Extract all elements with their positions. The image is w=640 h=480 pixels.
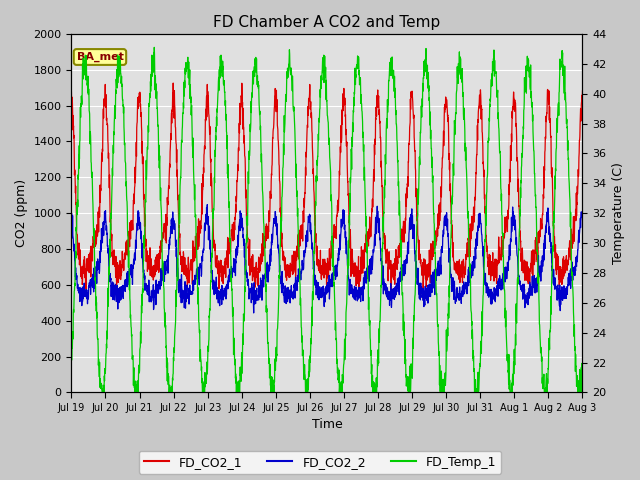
Line: FD_CO2_1: FD_CO2_1 bbox=[72, 83, 582, 295]
FD_CO2_2 bbox=[476, 215, 483, 220]
FD_CO2_1 bbox=[353, 263, 360, 269]
Title: FD Chamber A CO2 and Temp: FD Chamber A CO2 and Temp bbox=[213, 15, 440, 30]
FD_Temp_1 bbox=[150, 45, 158, 50]
FD_Temp_1 bbox=[353, 62, 361, 68]
FD_CO2_1 bbox=[342, 112, 349, 118]
FD_CO2_2 bbox=[353, 291, 361, 297]
FD_CO2_1 bbox=[534, 254, 541, 260]
FD_Temp_1 bbox=[68, 346, 76, 351]
Line: FD_CO2_2: FD_CO2_2 bbox=[72, 204, 582, 313]
FD_CO2_2 bbox=[211, 292, 218, 298]
FD_Temp_1 bbox=[579, 367, 586, 372]
FD_CO2_2 bbox=[548, 261, 556, 267]
FD_Temp_1 bbox=[534, 252, 541, 258]
FD_Temp_1 bbox=[548, 271, 556, 276]
Y-axis label: CO2 (ppm): CO2 (ppm) bbox=[15, 179, 28, 247]
FD_CO2_1 bbox=[68, 88, 76, 94]
X-axis label: Time: Time bbox=[312, 419, 342, 432]
FD_Temp_1 bbox=[476, 366, 483, 372]
FD_Temp_1 bbox=[342, 333, 349, 338]
FD_CO2_2 bbox=[579, 217, 586, 223]
FD_CO2_1 bbox=[548, 174, 556, 180]
FD_CO2_2 bbox=[342, 241, 349, 247]
FD_CO2_2 bbox=[204, 202, 211, 207]
FD_CO2_2 bbox=[68, 218, 76, 224]
Y-axis label: Temperature (C): Temperature (C) bbox=[612, 162, 625, 264]
FD_CO2_1 bbox=[579, 88, 586, 94]
FD_CO2_1 bbox=[355, 292, 363, 298]
Line: FD_Temp_1: FD_Temp_1 bbox=[72, 48, 582, 393]
Legend: FD_CO2_1, FD_CO2_2, FD_Temp_1: FD_CO2_1, FD_CO2_2, FD_Temp_1 bbox=[139, 451, 501, 474]
FD_CO2_1 bbox=[170, 80, 177, 86]
FD_Temp_1 bbox=[211, 175, 218, 180]
Text: BA_met: BA_met bbox=[77, 52, 124, 62]
FD_CO2_1 bbox=[476, 92, 483, 98]
FD_Temp_1 bbox=[99, 390, 106, 396]
FD_CO2_1 bbox=[211, 242, 218, 248]
FD_CO2_2 bbox=[250, 310, 257, 316]
FD_CO2_2 bbox=[534, 273, 541, 279]
